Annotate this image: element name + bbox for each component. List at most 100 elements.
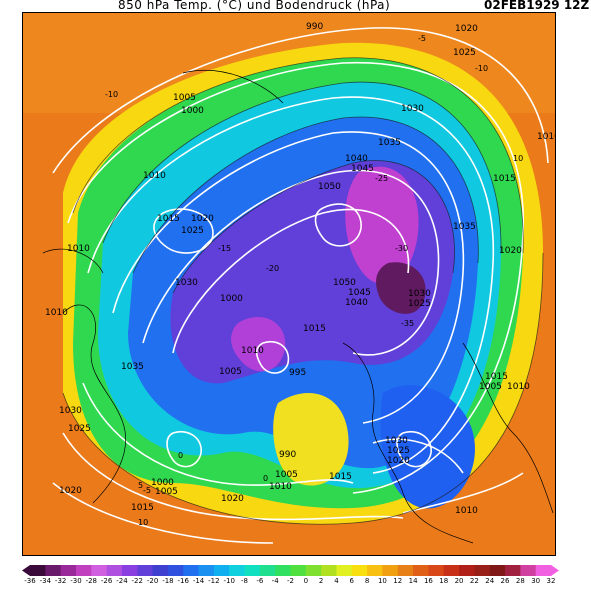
isobar-label: 1025 [408, 299, 431, 309]
isobar-label: 1010 [507, 382, 530, 392]
isobar-label: 990 [279, 450, 296, 460]
isobar-label: 990 [306, 22, 323, 32]
color-scale-cell [397, 565, 414, 576]
color-scale-cell [137, 565, 154, 576]
color-scale-cell [60, 565, 77, 576]
color-scale-cell [213, 565, 230, 576]
temp-label: -20 [266, 264, 279, 273]
isobar-label: 1025 [387, 446, 410, 456]
color-scale-tick-label: 16 [423, 577, 433, 585]
color-scale-tick-label: 24 [485, 577, 495, 585]
isobar-label: 1015 [131, 503, 154, 513]
color-scale-tick-label: 26 [500, 577, 510, 585]
isobar-label: 1035 [121, 362, 144, 372]
color-scale-cell [244, 565, 261, 576]
color-scale-tick-label: 8 [364, 577, 370, 585]
warm-tongue [273, 393, 349, 486]
color-scale-tick-label: 4 [334, 577, 339, 585]
cold-core-west [231, 317, 286, 372]
color-scale-cell [489, 565, 506, 576]
weather-map: 990 1020 1025 1005 1000 1030 1010 1035 1… [22, 12, 556, 556]
color-scale-tick-label: 18 [439, 577, 449, 585]
isobar-label: 1010 [455, 506, 478, 516]
color-scale-cell [336, 565, 353, 576]
isobar-label: 1000 [181, 106, 204, 116]
temp-label: -35 [401, 319, 414, 328]
color-scale-tick-label: -24 [116, 577, 128, 585]
color-scale-left-arrow [22, 565, 30, 576]
isobar-label: 1005 [275, 470, 298, 480]
color-scale-tick-label: -12 [208, 577, 220, 585]
temp-label: -15 [218, 244, 231, 253]
map-svg: 990 1020 1025 1005 1000 1030 1010 1035 1… [23, 13, 555, 555]
isobar-label: 1015 [303, 324, 326, 334]
color-scale-cell [520, 565, 537, 576]
color-scale-cell [183, 565, 200, 576]
isobar-label: 1010 [269, 482, 292, 492]
isobar-label: 1045 [351, 164, 374, 174]
isobar-label: 1000 [220, 294, 243, 304]
temp-label: -5 [418, 34, 426, 43]
color-scale-tick-label: -14 [192, 577, 205, 585]
color-scale-tick-label: 6 [349, 577, 355, 585]
color-scale-tick-label: 32 [546, 577, 556, 585]
isobar-label: 1005 [173, 93, 196, 103]
isobar-label: 1050 [318, 182, 341, 192]
isobars [52, 27, 549, 544]
color-scale-cell [30, 565, 46, 576]
isobar-label: 1010 [537, 132, 555, 142]
isobar-label: 1010 [143, 171, 166, 181]
color-scale-cell [474, 565, 491, 576]
isobar-label: 1035 [378, 138, 401, 148]
color-scale-tick-label: 28 [515, 577, 525, 585]
isobar-label: 1005 [155, 487, 178, 497]
temp-label: -5 [143, 486, 151, 495]
color-scale-tick-label: -16 [177, 577, 189, 585]
color-scale-tick-label: 14 [408, 577, 418, 585]
color-scale-cell [305, 565, 322, 576]
color-scale-tick-label: -32 [54, 577, 67, 585]
temp-label: 10 [138, 518, 148, 527]
temp-label: 0 [263, 474, 268, 483]
isobar-label: 1040 [345, 298, 368, 308]
isobar-label: 1020 [499, 246, 522, 256]
color-scale-cell [106, 565, 123, 576]
isobar-label: 1025 [453, 48, 476, 58]
isobar-label: 1000 [151, 478, 174, 488]
color-scale-tick-label: 20 [454, 577, 464, 585]
isobar-label: 1020 [387, 456, 410, 466]
color-scale-cell [198, 565, 215, 576]
isobar-label: 1015 [493, 174, 516, 184]
isobar-label: 1010 [241, 346, 264, 356]
color-scale-tick-label: 0 [303, 577, 309, 585]
isobar-label: 1050 [333, 278, 356, 288]
color-scale-cell [382, 565, 399, 576]
isobar-label: 1020 [455, 24, 478, 34]
isobar-label: 1025 [181, 226, 204, 236]
color-scale-cell [290, 565, 307, 576]
temperature-contours [62, 57, 544, 525]
isobar-label: 1040 [345, 154, 368, 164]
color-scale-labels: -36 -34 -32 -30 -28 -26 -24 -22 -20 -18 -16 -14 -12-… [22, 577, 559, 589]
temp-label: 5 [138, 481, 143, 490]
isobar-label: 1010 [45, 308, 68, 318]
color-scale-cell [443, 565, 460, 576]
isobar-label: 1005 [219, 367, 242, 377]
color-scale-cell [229, 565, 246, 576]
isobar-label: 1025 [68, 424, 91, 434]
isobar-label: 995 [289, 368, 306, 378]
color-scale-tick-label: -6 [256, 577, 264, 585]
color-scale-tick-label: -34 [39, 577, 52, 585]
color-scale-tick-label: -2 [287, 577, 294, 585]
color-scale-tick-label: -28 [85, 577, 97, 585]
color-scale-cell [428, 565, 445, 576]
color-scale-tick-label: -10 [223, 577, 235, 585]
isobar-label: 1020 [59, 486, 82, 496]
color-scale-cell [152, 565, 169, 576]
color-scale-tick-label: 30 [531, 577, 541, 585]
isobar-label: 1015 [485, 372, 508, 382]
color-scale-cell [413, 565, 429, 576]
color-scale-cell [505, 565, 521, 576]
isobar-label: 1020 [221, 494, 244, 504]
color-scale-cell [167, 565, 184, 576]
